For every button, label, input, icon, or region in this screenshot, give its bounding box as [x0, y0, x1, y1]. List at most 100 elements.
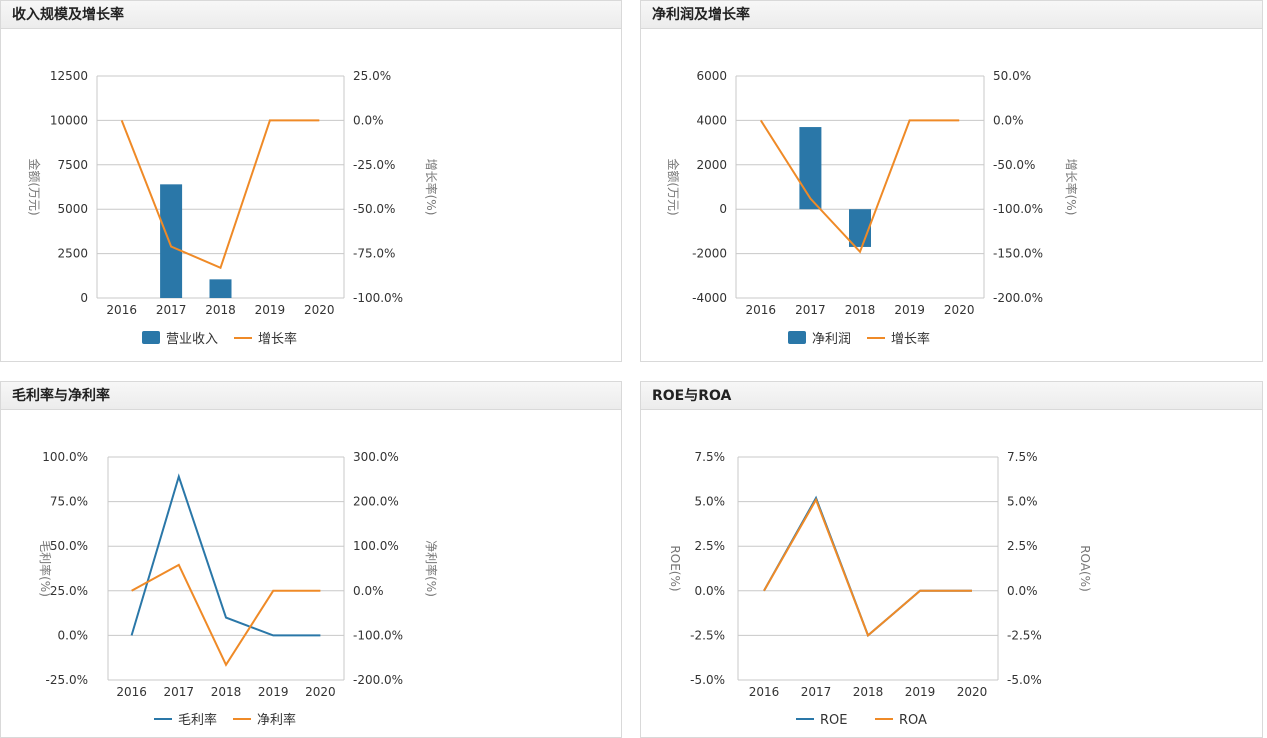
- y-left-tick-label: 75.0%: [50, 495, 88, 509]
- legend-label: 毛利率: [178, 712, 217, 728]
- legend-item-净利润[interactable]: 净利润: [788, 331, 851, 347]
- legend-label: 增长率: [258, 331, 297, 347]
- y-left-tick-label: 10000: [50, 113, 88, 127]
- y-right-tick-label: 0.0%: [353, 113, 384, 127]
- panel-revenue: 收入规模及增长率 12500 25.0% 10000 0.0% 7500 -25.0% 50…: [0, 0, 622, 362]
- y-left-tick-label: 0.0%: [58, 628, 89, 642]
- y-right-tick-label: -200.0%: [353, 673, 403, 687]
- chart-roe-roa: 7.5% 7.5% 5.0% 5.0% 2.5% 2.5% 0.0% 0.0% -2.5% -2.…: [668, 450, 1092, 728]
- y-left-tick-label: 0: [80, 291, 88, 305]
- legend-swatch: [142, 331, 160, 344]
- x-tick-label: 2016: [116, 685, 147, 699]
- y-left-tick-label: 6000: [696, 69, 727, 83]
- panel-net-profit: 净利润及增长率 6000 50.0% 4000 0.0% 2000 -50.0% 0 -100…: [640, 0, 1263, 362]
- x-tick-label: 2020: [304, 303, 335, 317]
- x-tick-label: 2019: [894, 303, 925, 317]
- y-left-axis-title: 毛利率(%): [38, 540, 53, 597]
- x-tick-label: 2019: [255, 303, 286, 317]
- y-right-axis-title: 增长率(%): [1064, 159, 1079, 216]
- x-tick-label: 2016: [746, 303, 777, 317]
- bar-净利润-2018: [849, 209, 871, 247]
- legend-label: 净利润: [812, 332, 851, 347]
- line-增长率: [120, 119, 320, 270]
- y-right-tick-label: -75.0%: [353, 247, 395, 261]
- y-right-tick-label: -50.0%: [353, 202, 395, 216]
- line-净利率: [131, 563, 321, 667]
- y-right-axis-title: ROA(%): [1078, 545, 1092, 592]
- legend-label: ROA: [899, 713, 927, 728]
- legend-item-净利率[interactable]: 净利率: [233, 712, 296, 728]
- legend-item-ROE[interactable]: ROE: [796, 713, 847, 728]
- x-tick-label: 2018: [205, 303, 236, 317]
- y-left-tick-label: 50.0%: [50, 539, 88, 553]
- x-tick-label: 2019: [258, 685, 289, 699]
- line-增长率: [759, 119, 960, 254]
- y-right-axis-title: 增长率(%): [424, 159, 439, 216]
- chart-revenue: 12500 25.0% 10000 0.0% 7500 -25.0% 5000 -50.0% 2…: [27, 69, 439, 347]
- y-right-tick-label: -100.0%: [993, 202, 1043, 216]
- y-left-tick-label: 0: [719, 202, 727, 216]
- x-tick-label: 2017: [164, 685, 195, 699]
- y-left-tick-label: 2000: [696, 158, 727, 172]
- y-right-tick-label: 7.5%: [1007, 450, 1038, 464]
- chart-net-profit: 6000 50.0% 4000 0.0% 2000 -50.0% 0 -100.0% -2000…: [666, 69, 1079, 347]
- y-right-axis-title: 净利率(%): [424, 540, 439, 597]
- y-right-tick-label: 0.0%: [993, 113, 1024, 127]
- y-left-tick-label: 7.5%: [695, 450, 726, 464]
- y-left-tick-label: 0.0%: [695, 584, 726, 598]
- y-left-tick-label: 2500: [57, 247, 88, 261]
- y-right-tick-label: -50.0%: [993, 158, 1035, 172]
- y-left-tick-label: -4000: [692, 291, 727, 305]
- y-left-tick-label: 12500: [50, 69, 88, 83]
- legend-item-营业收入[interactable]: 营业收入: [142, 331, 218, 347]
- y-right-tick-label: 25.0%: [353, 69, 391, 83]
- y-right-tick-label: 2.5%: [1007, 539, 1038, 553]
- x-tick-label: 2019: [905, 685, 936, 699]
- y-left-tick-label: 5000: [57, 202, 88, 216]
- legend-label: ROE: [820, 713, 847, 728]
- x-tick-label: 2018: [845, 303, 876, 317]
- y-left-tick-label: -25.0%: [46, 673, 88, 687]
- panel-title-margins: 毛利率与净利率: [1, 382, 621, 410]
- y-left-tick-label: 4000: [696, 113, 727, 127]
- y-right-tick-label: -200.0%: [993, 291, 1043, 305]
- panel-title-roe-roa: ROE与ROA: [641, 382, 1262, 410]
- legend-label: 营业收入: [166, 332, 218, 347]
- x-tick-label: 2018: [853, 685, 884, 699]
- x-tick-label: 2020: [957, 685, 988, 699]
- legend-item-增长率[interactable]: 增长率: [867, 331, 930, 347]
- y-right-tick-label: 300.0%: [353, 450, 399, 464]
- x-tick-label: 2020: [944, 303, 975, 317]
- y-left-axis-title: ROE(%): [668, 545, 682, 591]
- panel-title-net-profit: 净利润及增长率: [641, 1, 1262, 29]
- y-left-tick-label: 2.5%: [695, 539, 726, 553]
- y-left-tick-label: 5.0%: [695, 495, 726, 509]
- legend-item-ROA[interactable]: ROA: [875, 713, 927, 728]
- y-left-tick-label: -5.0%: [690, 673, 725, 687]
- y-right-tick-label: -100.0%: [353, 628, 403, 642]
- y-left-tick-label: 25.0%: [50, 584, 88, 598]
- x-tick-label: 2020: [305, 685, 336, 699]
- x-tick-label: 2018: [211, 685, 242, 699]
- line-毛利率: [130, 473, 321, 637]
- y-right-tick-label: 50.0%: [993, 69, 1031, 83]
- y-left-axis-title: 金额(万元): [27, 158, 42, 215]
- y-right-tick-label: 5.0%: [1007, 495, 1038, 509]
- y-right-tick-label: 0.0%: [1007, 584, 1038, 598]
- y-right-tick-label: -2.5%: [1007, 628, 1042, 642]
- x-tick-label: 2016: [749, 685, 780, 699]
- y-left-tick-label: 100.0%: [42, 450, 88, 464]
- chart-margins: 100.0% 300.0% 75.0% 200.0% 50.0% 100.0% 25.0% 0…: [38, 450, 439, 728]
- y-right-tick-label: -150.0%: [993, 247, 1043, 261]
- x-tick-label: 2017: [801, 685, 832, 699]
- panel-roe-roa: ROE与ROA 7.5% 7.5% 5.0% 5.0% 2.5% 2.5% 0.0% 0.0%…: [640, 381, 1263, 738]
- legend-item-毛利率[interactable]: 毛利率: [154, 712, 217, 728]
- y-right-tick-label: 100.0%: [353, 539, 399, 553]
- y-right-tick-label: 200.0%: [353, 495, 399, 509]
- y-right-tick-label: -25.0%: [353, 158, 395, 172]
- legend-item-增长率[interactable]: 增长率: [234, 331, 297, 347]
- panel-title-revenue: 收入规模及增长率: [1, 1, 621, 29]
- bar-营业收入-2018: [209, 279, 232, 298]
- panel-margins: 毛利率与净利率 100.0% 300.0% 75.0% 200.0% 50.0% 100.…: [0, 381, 622, 738]
- y-left-tick-label: -2000: [692, 247, 727, 261]
